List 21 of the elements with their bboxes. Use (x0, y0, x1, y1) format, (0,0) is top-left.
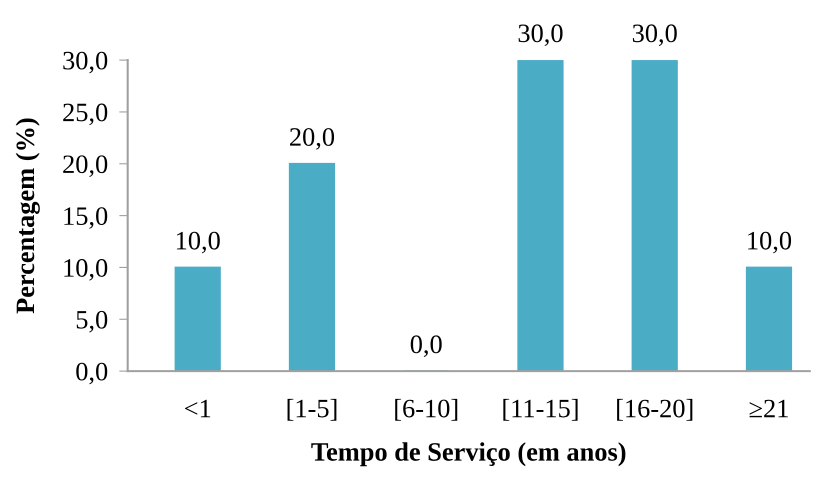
y-tick-label: 0,0 (76, 362, 108, 384)
data-label: 20,0 (290, 128, 334, 150)
data-label: 30,0 (632, 24, 677, 46)
data-label: 10,0 (176, 232, 220, 254)
y-tick-label: 30,0 (63, 52, 108, 74)
y-tick-label: 20,0 (63, 155, 108, 177)
data-label: 10,0 (748, 232, 792, 254)
x-tick-label: <1 (184, 400, 210, 418)
x-tick-label: [11-15] (503, 398, 578, 421)
x-tick-label: ≥21 (750, 400, 788, 418)
x-axis-title: Tempo de Serviço (em anos) (311, 442, 626, 466)
y-tick-label: 15,0 (64, 207, 108, 229)
data-label: 30,0 (518, 24, 563, 46)
y-tick-label: 5,0 (76, 310, 108, 332)
y-tick-label: 10,0 (64, 259, 108, 281)
y-tick-label: 25,0 (63, 104, 108, 126)
x-tick-label: [1-5] (288, 398, 336, 421)
x-tick-label: [16-20] (617, 398, 692, 421)
y-axis-title: Percentagem (%) (16, 118, 40, 314)
x-tick-label: [6-10] (395, 398, 458, 421)
data-label: 0,0 (410, 335, 442, 358)
